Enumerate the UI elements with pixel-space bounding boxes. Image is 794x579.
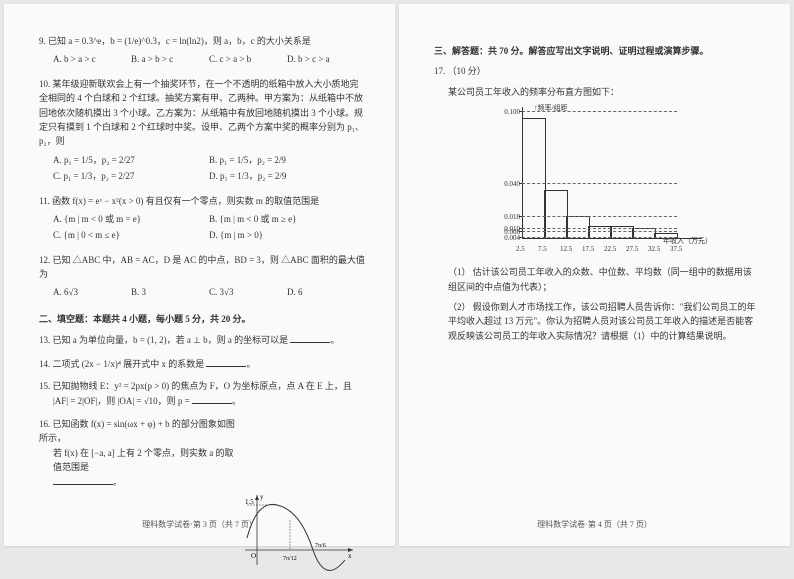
question-11: 11. 函数 f(x) = eˣ − x²(x > 0) 有且仅有一个零点，则实…	[39, 194, 365, 245]
question-15: 15. 已知抛物线 E：y² = 2px(p > 0) 的焦点为 F，O 为坐标…	[39, 379, 365, 409]
q-stem: 已知函数 f(x) = sin(ωx + φ) + b 的部分图象如图所示，	[39, 419, 235, 443]
section-2-title: 二、填空题：本题共 4 小题，每小题 5 分，共 20 分。	[39, 312, 365, 326]
blank	[192, 393, 232, 404]
x-tick-label: 32.5	[648, 244, 660, 255]
svg-text:x: x	[348, 552, 352, 560]
q-num: 16.	[39, 419, 50, 429]
opt-a: A. b > a > c	[53, 52, 131, 66]
q-num: 15.	[39, 381, 50, 391]
y-tick-label: 0.040	[492, 179, 520, 190]
svg-text:1.5: 1.5	[245, 498, 254, 506]
svg-text:7π/6: 7π/6	[315, 543, 326, 549]
q-stem: 已知 a = 0.3^e，b = (1/e)^0.3，c = ln(ln2)，则…	[48, 36, 311, 46]
q-num: 10.	[39, 79, 50, 89]
x-tick-label: 17.5	[582, 244, 594, 255]
x-tick-label: 12.5	[560, 244, 572, 255]
svg-text:7π/12: 7π/12	[283, 556, 297, 562]
q-stem: 函数 f(x) = eˣ − x²(x > 0) 有且仅有一个零点，则实数 m …	[52, 196, 319, 206]
q-stem-2: |AF| = 2|OF|，则 |OA| = √10，则 p = 。	[53, 393, 365, 408]
question-16: 16. 已知函数 f(x) = sin(ωx + φ) + b 的部分图象如图所…	[39, 417, 365, 507]
q-num: 14.	[39, 359, 50, 369]
x-tick-label: 7.5	[538, 244, 547, 255]
svg-text:y: y	[260, 493, 264, 501]
q-stem: 二项式 (2x − 1/x)⁴ 展开式中 x 的系数是	[53, 359, 205, 369]
sub-text: 估计该公司员工年收入的众数、中位数、平均数（同一组中的数据用该组区间的中点值为代…	[448, 267, 752, 291]
options: A. {m | m < 0 或 m = e} B. {m | m < 0 或 m…	[53, 212, 365, 245]
x-tick-label: 37.5	[670, 244, 682, 255]
sub-num: （2）	[448, 302, 471, 312]
opt-b: B. {m | m < 0 或 m ≥ e}	[209, 212, 365, 226]
q-stem-2: 若 f(x) 在 [−a, a] 上有 2 个零点，则实数 a 的取值范围是	[53, 446, 239, 475]
dash-line	[522, 216, 677, 217]
opt-d: D. 6	[287, 285, 365, 299]
opt-c: C. p₁ = 1/3，p₂ = 2/27	[53, 169, 209, 183]
opt-c: C. c > a > b	[209, 52, 287, 66]
dash-line	[522, 237, 677, 238]
options: A. p₁ = 1/5，p₂ = 2/27 B. p₁ = 1/5，p₂ = 2…	[53, 153, 365, 186]
histogram-bar	[522, 118, 546, 239]
histogram: ↑频率/组距 年收入（万元） 0.0040.0080.0100.0180.040…	[492, 107, 702, 257]
dash-line	[522, 111, 677, 112]
page-footer: 理科数学试卷·第 4 页（共 7 页）	[399, 519, 790, 532]
q-stem: 某公司员工年收入的频率分布直方图如下：	[448, 85, 760, 99]
q-num: 9.	[39, 36, 46, 46]
q-stem: 已知抛物线 E：y² = 2px(p > 0) 的焦点为 F，O 为坐标原点，点…	[53, 381, 352, 391]
opt-b: B. a > b > c	[131, 52, 209, 66]
x-tick-label: 27.5	[626, 244, 638, 255]
options: A. 6√3 B. 3 C. 3√3 D. 6	[53, 285, 365, 301]
question-14: 14. 二项式 (2x − 1/x)⁴ 展开式中 x 的系数是 。	[39, 356, 365, 371]
opt-d: D. b > c > a	[287, 52, 365, 66]
page-3: 9. 已知 a = 0.3^e，b = (1/e)^0.3，c = ln(ln2…	[4, 4, 395, 546]
dash-line	[522, 183, 677, 184]
question-13: 13. 已知 a 为单位向量，b = (1, 2)，若 a ⊥ b，则 a 的坐…	[39, 332, 365, 347]
x-tick-label: 22.5	[604, 244, 616, 255]
x-tick-label: 2.5	[516, 244, 525, 255]
q-num: 17.	[434, 66, 445, 76]
q-num: 12.	[39, 255, 50, 265]
q-num: 11.	[39, 196, 50, 206]
opt-a: A. {m | m < 0 或 m = e}	[53, 212, 209, 226]
opt-c: C. 3√3	[209, 285, 287, 299]
q-pts: （10 分）	[448, 66, 486, 76]
q-stem: 某年级迎新联欢会上有一个抽奖环节，在一个不透明的纸箱中放入大小质地完全相同的 4…	[39, 79, 364, 147]
opt-a: A. p₁ = 1/5，p₂ = 2/27	[53, 153, 209, 167]
blank	[206, 356, 246, 367]
opt-b: B. p₁ = 1/5，p₂ = 2/9	[209, 153, 365, 167]
histogram-bar	[654, 233, 678, 239]
q-stem: 已知 △ABC 中，AB = AC，D 是 AC 的中点，BD = 3，则 △A…	[39, 255, 365, 279]
sub-text: 假设你到人才市场找工作，该公司招聘人员告诉你："我们公司员工的年平均收入超过 1…	[448, 302, 755, 341]
sub-2: （2） 假设你到人才市场找工作，该公司招聘人员告诉你："我们公司员工的年平均收入…	[448, 300, 760, 343]
sine-graph: 1.5 7π/12 7π/6 O x y	[245, 490, 355, 575]
y-tick-label: 0.018	[492, 212, 520, 223]
q-stem: 已知 a 为单位向量，b = (1, 2)，若 a ⊥ b，则 a 的坐标可以是	[53, 335, 289, 345]
y-tick-label: 0.010	[492, 224, 520, 235]
q-num: 13.	[39, 335, 50, 345]
section-3-title: 三、解答题：共 70 分。解答应写出文字说明、证明过程或演算步骤。	[434, 44, 760, 58]
question-17: 17. （10 分） 某公司员工年收入的频率分布直方图如下： ↑频率/组距 年收…	[434, 64, 760, 343]
y-axis-label: ↑频率/组距	[534, 103, 567, 114]
opt-d: D. {m | m > 0}	[209, 228, 365, 242]
y-tick-label: 0.100	[492, 107, 520, 118]
sub-num: （1）	[448, 267, 471, 277]
dash-line	[522, 228, 677, 229]
blank	[290, 332, 330, 343]
page-4: 三、解答题：共 70 分。解答应写出文字说明、证明过程或演算步骤。 17. （1…	[399, 4, 790, 546]
blank-line: 。	[53, 474, 239, 489]
question-9: 9. 已知 a = 0.3^e，b = (1/e)^0.3，c = ln(ln2…	[39, 34, 365, 69]
question-10: 10. 某年级迎新联欢会上有一个抽奖环节，在一个不透明的纸箱中放入大小质地完全相…	[39, 77, 365, 186]
options: A. b > a > c B. a > b > c C. c > a > b D…	[53, 52, 365, 68]
page-footer: 理科数学试卷·第 3 页（共 7 页）	[4, 519, 395, 532]
opt-a: A. 6√3	[53, 285, 131, 299]
opt-c: C. {m | 0 < m ≤ e}	[53, 228, 209, 242]
svg-text:O: O	[251, 552, 256, 560]
opt-d: D. p₁ = 1/3，p₂ = 2/9	[209, 169, 365, 183]
opt-b: B. 3	[131, 285, 209, 299]
question-12: 12. 已知 △ABC 中，AB = AC，D 是 AC 的中点，BD = 3，…	[39, 253, 365, 302]
dash-line	[522, 231, 677, 232]
sub-1: （1） 估计该公司员工年收入的众数、中位数、平均数（同一组中的数据用该组区间的中…	[448, 265, 760, 294]
